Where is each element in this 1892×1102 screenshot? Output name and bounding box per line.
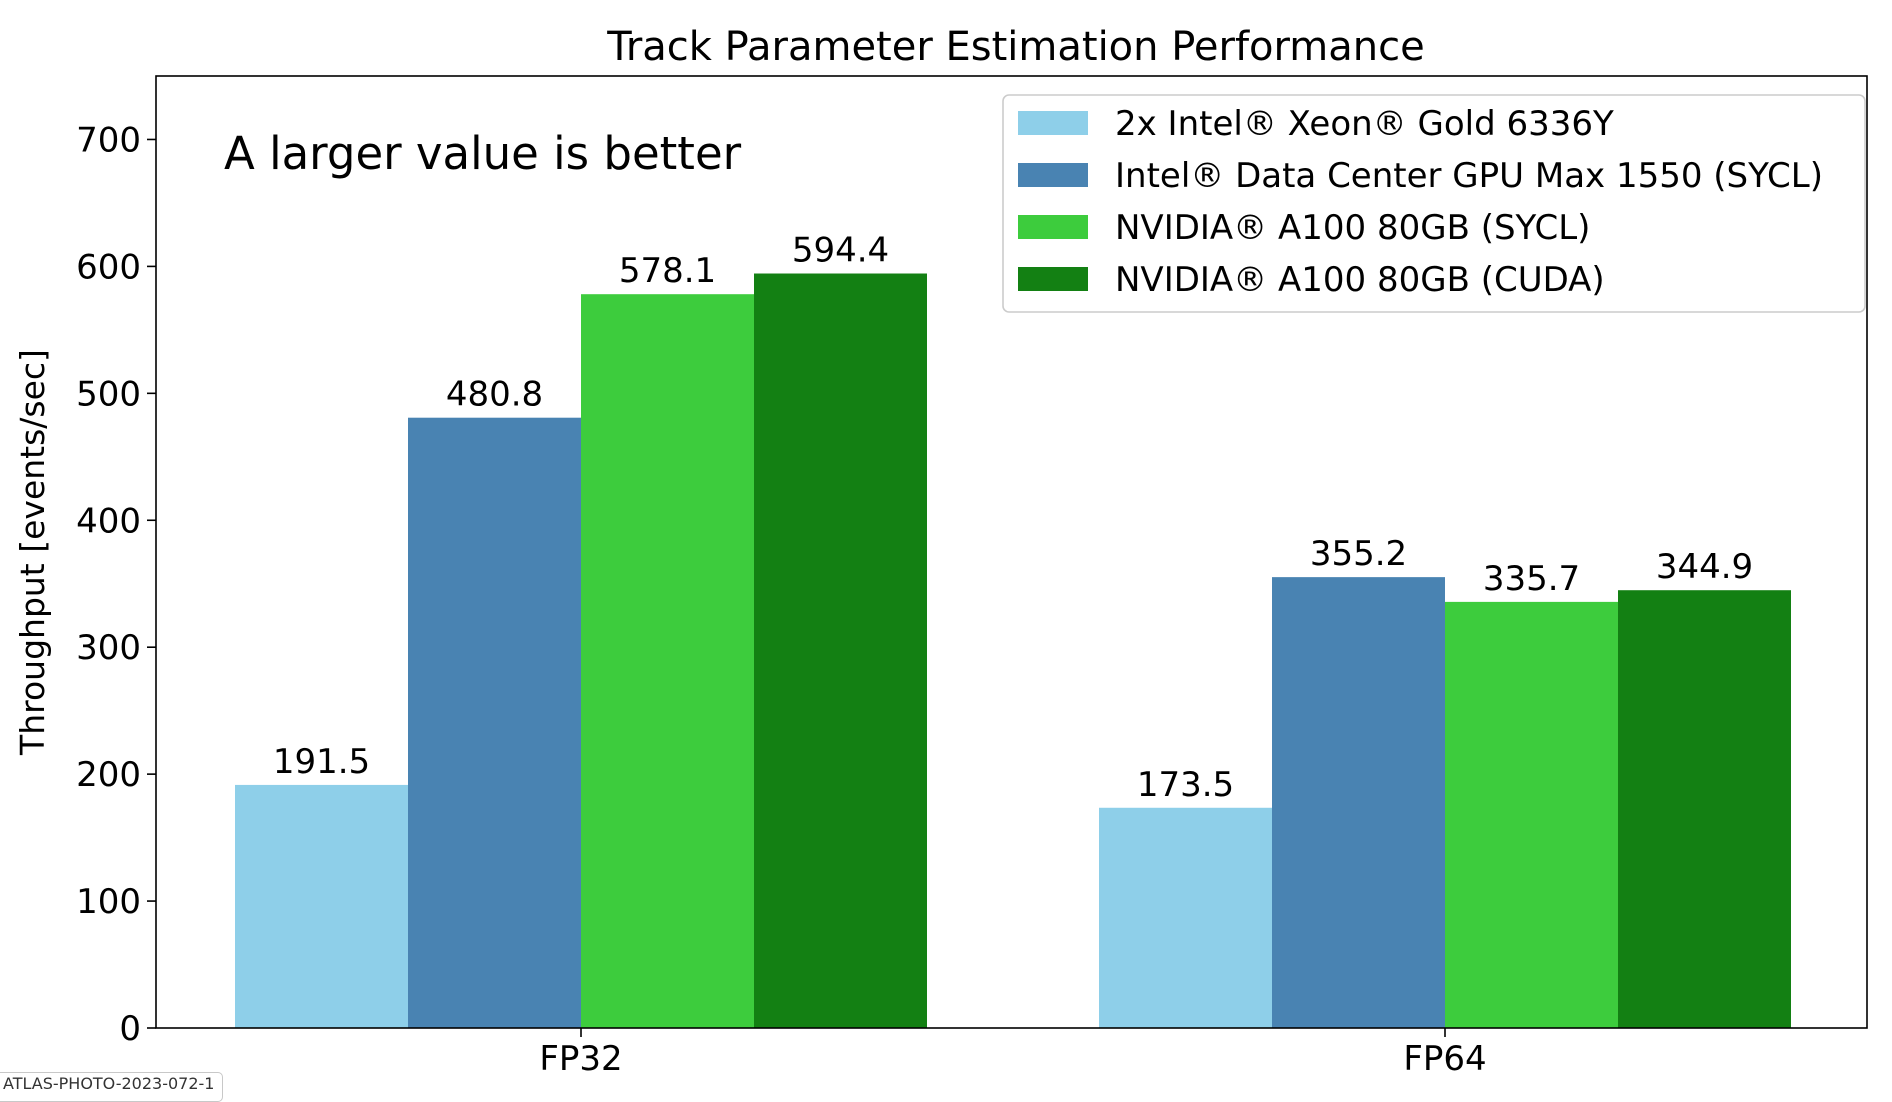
legend-label: Intel® Data Center GPU Max 1550 (SYCL) [1115,156,1823,196]
image-credit: ATLAS-PHOTO-2023-072-1 [0,1072,224,1102]
bar-series1-fp32 [235,784,408,1028]
bar-series4-fp32 [754,273,927,1028]
legend: 2x Intel® Xeon® Gold 6336Y Intel® Data Ce… [1002,94,1866,313]
bar-value-label: 355.2 [1310,534,1407,574]
x-tick-label: FP64 [1403,1039,1486,1079]
y-tick-label: 100 [76,882,141,922]
x-tick-label: FP32 [539,1039,622,1079]
plot-area: 191.5 173.5 480.8 355.2 578.1 335.7 594.4 344.9… [76,75,1868,1079]
bar-series1-fp64 [1099,807,1272,1028]
y-tick-label: 400 [76,501,141,541]
legend-swatch [1018,215,1088,239]
legend-swatch [1018,267,1088,291]
bar-value-label: 578.1 [619,251,716,291]
y-tick-label: 700 [76,120,141,160]
legend-label: NVIDIA® A100 80GB (CUDA) [1115,260,1605,300]
legend-swatch [1018,163,1088,187]
bar-series2-fp64 [1272,577,1445,1028]
bar-series3-fp32 [581,294,754,1028]
y-tick-label: 300 [76,628,141,668]
plot-frame [155,75,1868,1029]
bar-value-label: 173.5 [1137,765,1234,805]
y-tick-label: 600 [76,247,141,287]
legend-swatch [1018,111,1088,135]
y-tick-label: 0 [119,1009,141,1049]
bar-value-label: 344.9 [1656,547,1753,587]
chart-title: Track Parameter Estimation Performance [606,24,1424,70]
legend-frame [1002,94,1866,313]
bar-value-label: 191.5 [273,742,370,782]
bar-value-label: 335.7 [1483,559,1580,599]
bar-value-label: 594.4 [792,231,889,271]
y-tick-label: 500 [76,374,141,414]
bar-series4-fp64 [1618,590,1791,1028]
y-axis-label: Throughput [events/sec] [13,349,52,756]
legend-label: 2x Intel® Xeon® Gold 6336Y [1115,104,1614,144]
bar-series3-fp64 [1445,601,1618,1028]
chart-annotation: A larger value is better [224,127,742,180]
bar-value-label: 480.8 [446,375,543,415]
bar-series2-fp32 [408,417,581,1028]
legend-label: NVIDIA® A100 80GB (SYCL) [1115,208,1590,248]
y-tick-label: 200 [76,755,141,795]
